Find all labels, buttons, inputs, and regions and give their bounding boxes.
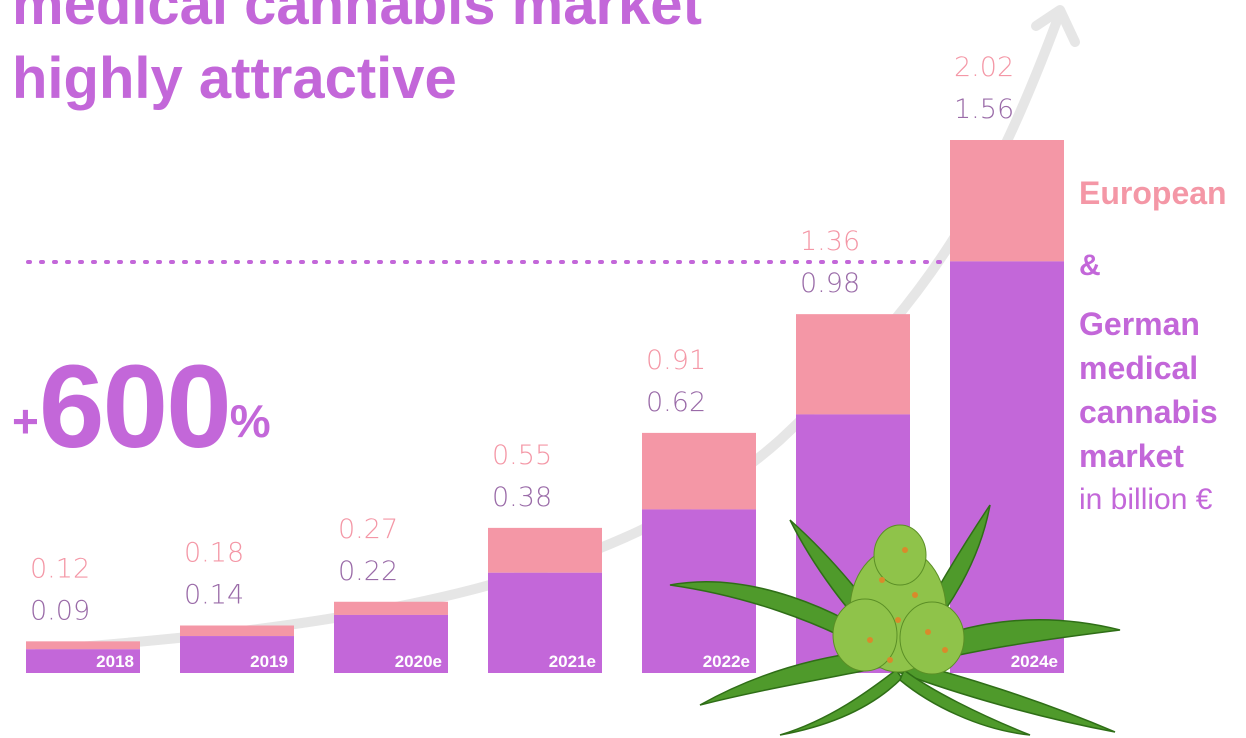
bar-segment-german xyxy=(180,636,294,673)
bar-segment-german xyxy=(950,261,1064,673)
data-label-german: 0.98 xyxy=(800,268,860,299)
bar-category-label: 2019 xyxy=(250,652,288,671)
legend-german-line: cannabis xyxy=(1079,394,1218,430)
data-label-german: 0.22 xyxy=(338,556,398,587)
data-label-german: 0.14 xyxy=(184,580,244,611)
trend-arrow-head-icon xyxy=(1031,5,1080,47)
legend-unit: in billion € xyxy=(1079,483,1213,516)
legend-ampersand: & xyxy=(1079,249,1101,282)
bar-segment-german xyxy=(26,649,140,673)
bar-segment-european xyxy=(26,641,140,650)
legend-german-line: market xyxy=(1079,438,1184,474)
legend-german-line: German xyxy=(1079,306,1200,342)
legend-german: German medical cannabis market xyxy=(1079,302,1227,478)
bar-segment-european xyxy=(488,527,602,573)
cannabis-plant-icon xyxy=(669,504,1121,736)
legend-european: European xyxy=(1079,175,1227,211)
bar-category-label: 2024e xyxy=(1011,652,1058,671)
bar-category-label: 2022e xyxy=(703,652,750,671)
data-label-european: 2.02 xyxy=(954,52,1014,83)
data-label-european: 0.91 xyxy=(646,345,706,376)
legend-german-line: medical xyxy=(1079,350,1199,386)
growth-value: 600 xyxy=(38,341,232,473)
growth-percent: % xyxy=(229,395,271,447)
title-line-1: medical cannabis market xyxy=(12,0,702,37)
growth-annotation: +600% xyxy=(12,348,271,466)
bar-segment-european xyxy=(796,314,910,415)
data-label-european: 0.18 xyxy=(184,538,244,569)
bar-segment-german xyxy=(334,614,448,673)
page-title: medical cannabis market highly attractiv… xyxy=(12,0,702,116)
data-label-german: 0.38 xyxy=(492,482,552,513)
bar-category-label: 2018 xyxy=(96,652,134,671)
bar-segment-european xyxy=(334,601,448,615)
data-label-european: 0.12 xyxy=(30,553,90,584)
data-label-european: 0.27 xyxy=(338,514,398,545)
data-label-german: 1.56 xyxy=(954,94,1014,125)
data-label-european: 1.36 xyxy=(800,226,860,257)
bar-category-label: 2021e xyxy=(549,652,596,671)
bar-segment-european xyxy=(180,625,294,637)
data-label-german: 0.09 xyxy=(30,595,90,626)
data-label-european: 0.55 xyxy=(492,440,552,471)
bar-segment-german xyxy=(488,572,602,673)
bar-segment-european xyxy=(950,140,1064,262)
growth-plus: + xyxy=(12,395,39,447)
data-label-german: 0.62 xyxy=(646,387,706,418)
bar-segment-european xyxy=(642,432,756,510)
bar-category-label: 2020e xyxy=(395,652,442,671)
legend: European & German medical cannabis marke… xyxy=(1079,170,1227,522)
title-line-2: highly attractive xyxy=(12,46,457,111)
